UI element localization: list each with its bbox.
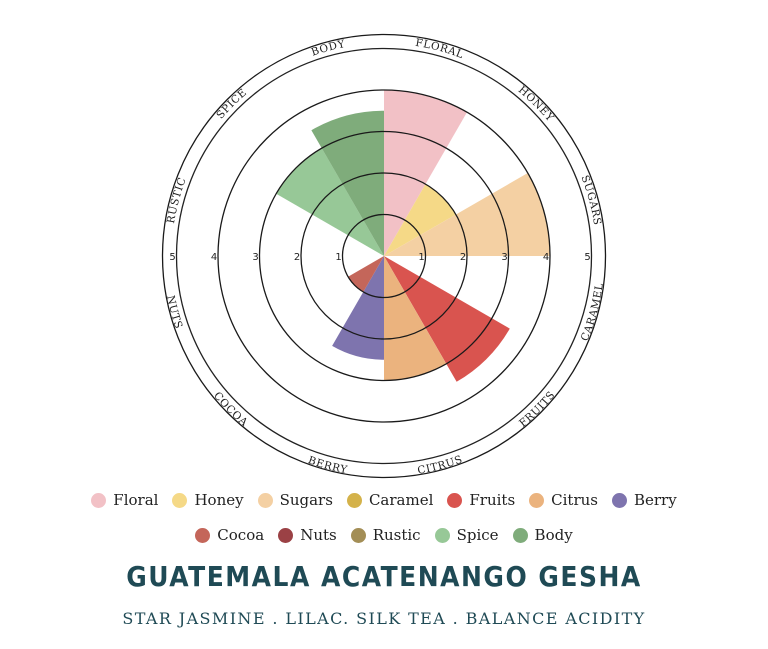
- legend-item-cocoa: Cocoa: [195, 526, 264, 544]
- grid-ring-1: [341, 213, 427, 299]
- legend-label-citrus: Citrus: [551, 491, 598, 509]
- sector-spice: [276, 148, 384, 256]
- outer-ring: [161, 33, 607, 479]
- ring-label-honey: HONEY: [516, 84, 557, 125]
- sector-floral: [384, 90, 467, 256]
- legend-label-floral: Floral: [113, 491, 159, 509]
- legend-item-citrus: Citrus: [529, 491, 598, 509]
- ring-label-rustic: RUSTIC: [165, 176, 189, 225]
- ring-label-sugars: SUGARS: [578, 174, 603, 227]
- legend-swatch-spice: [434, 527, 450, 543]
- legend-swatch-body: [512, 527, 528, 543]
- legend-item-spice: Spice: [434, 526, 499, 544]
- legend-swatch-citrus: [529, 492, 545, 508]
- tick-label-5-right: 5: [584, 252, 590, 263]
- legend-item-caramel: Caramel: [346, 491, 434, 509]
- sector-honey: [384, 184, 456, 256]
- grid-ring-3: [258, 130, 510, 382]
- legend-label-honey: Honey: [194, 491, 244, 509]
- grid-ring-5: [175, 47, 593, 465]
- chart-title: GUATEMALA ACATENANGO GESHA: [126, 560, 642, 593]
- legend-label-body: Body: [534, 526, 573, 544]
- legend-label-caramel: Caramel: [368, 491, 434, 509]
- sector-body: [311, 110, 384, 256]
- ring-label-spice: SPICE: [214, 86, 249, 121]
- legend-item-body: Body: [512, 526, 573, 544]
- legend-row-1: Floral Honey Sugars Caramel Fruits Citrus Berr…: [0, 491, 768, 509]
- legend-item-fruits: Fruits: [447, 491, 515, 509]
- legend-row-2: Cocoa Nuts Rustic Spice Body: [0, 526, 768, 544]
- ring-label-caramel: CARAMEL: [579, 282, 606, 343]
- legend-label-sugars: Sugars: [279, 491, 333, 509]
- legend-swatch-cocoa: [195, 527, 211, 543]
- tick-label-1-right: 1: [418, 252, 424, 263]
- legend-swatch-sugars: [257, 492, 273, 508]
- legend-swatch-floral: [91, 492, 107, 508]
- tick-label-4-left: 4: [211, 252, 217, 263]
- grid-ring-4: [217, 89, 551, 423]
- tick-label-5-left: 5: [169, 252, 175, 263]
- sector-fruits: [384, 256, 510, 382]
- legend-item-nuts: Nuts: [278, 526, 337, 544]
- tick-label-3-right: 3: [501, 252, 507, 263]
- legend-swatch-caramel: [346, 492, 362, 508]
- legend-swatch-rustic: [350, 527, 366, 543]
- legend-label-rustic: Rustic: [372, 526, 421, 544]
- sector-sugars: [384, 173, 550, 256]
- polar-area-chart: 11 22 33 44 55 FLORALHONEYSUGARSCARAMELFRUIT…: [161, 33, 607, 479]
- legend-label-fruits: Fruits: [469, 491, 516, 509]
- tick-label-2-right: 2: [460, 252, 466, 263]
- sector-citrus: [384, 256, 447, 381]
- legend-swatch-nuts: [278, 527, 294, 543]
- legend-swatch-honey: [172, 492, 188, 508]
- legend-item-sugars: Sugars: [257, 491, 333, 509]
- chart-subtitle: STAR JASMINE . LILAC. SILK TEA . BALANCE…: [122, 609, 646, 628]
- ring-label-floral: FLORAL: [415, 37, 466, 61]
- ring-label-berry: BERRY: [306, 454, 349, 476]
- legend-label-berry: Berry: [633, 491, 677, 509]
- tick-label-4-right: 4: [543, 252, 549, 263]
- legend-label-spice: Spice: [456, 526, 499, 544]
- legend-label-cocoa: Cocoa: [217, 526, 265, 544]
- legend-item-floral: Floral: [91, 491, 158, 509]
- grid-ring-2: [300, 172, 468, 340]
- sector-berry: [332, 256, 384, 360]
- sector-cocoa: [348, 256, 384, 292]
- legend-item-rustic: Rustic: [350, 526, 421, 544]
- tick-label-1-left: 1: [335, 252, 341, 263]
- tick-label-3-left: 3: [252, 252, 258, 263]
- tick-label-2-left: 2: [294, 252, 300, 263]
- legend-item-berry: Berry: [611, 491, 677, 509]
- legend-swatch-fruits: [447, 492, 463, 508]
- legend-label-nuts: Nuts: [300, 526, 337, 544]
- legend-swatch-berry: [611, 492, 627, 508]
- ring-label-citrus: CITRUS: [417, 453, 465, 477]
- legend-item-honey: Honey: [172, 491, 244, 509]
